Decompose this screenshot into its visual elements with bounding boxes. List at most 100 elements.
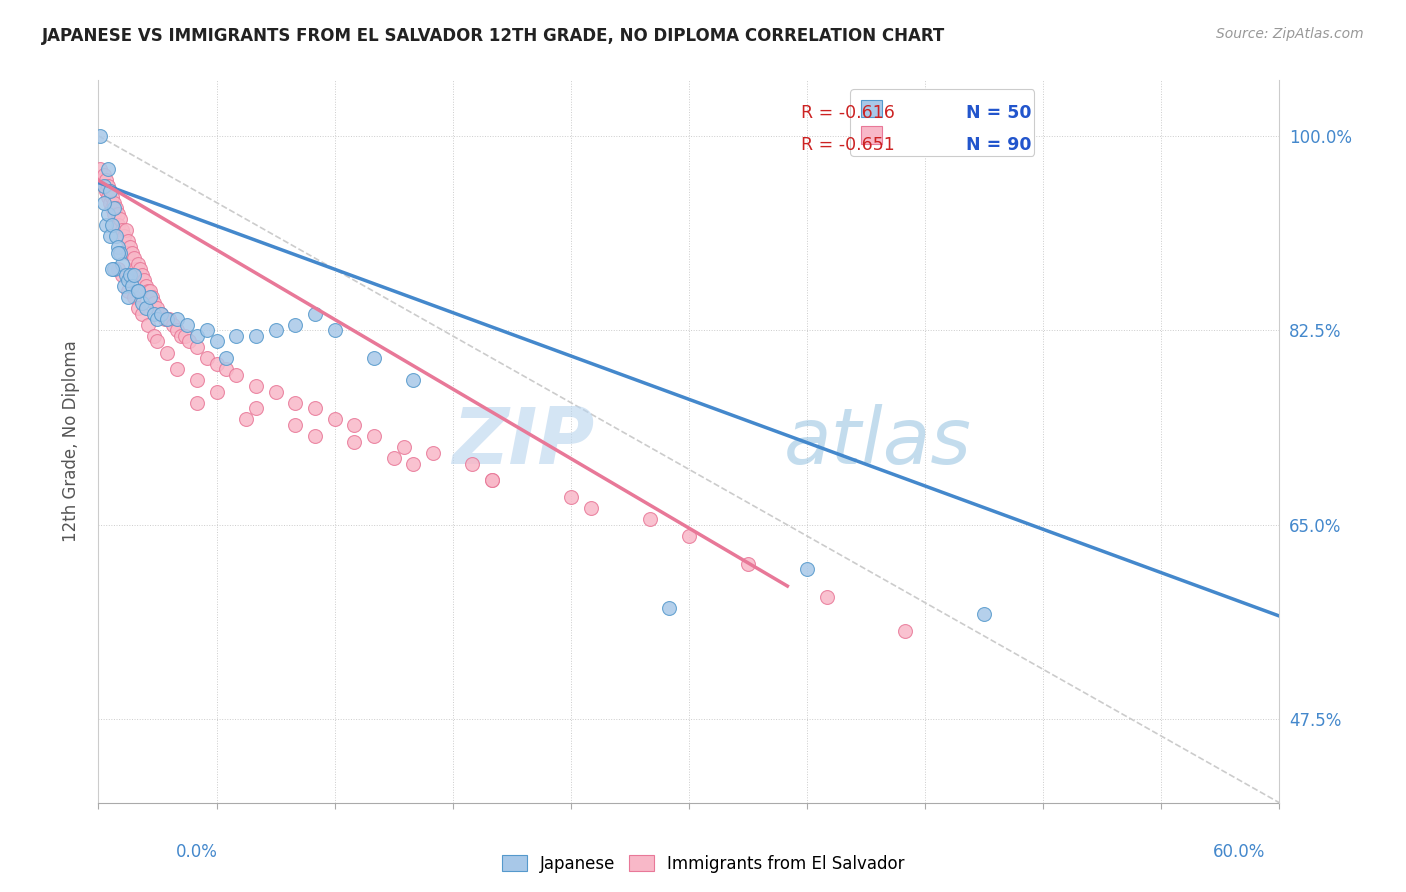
Point (146, 312, 169, 326)
Text: atlas: atlas (783, 403, 972, 480)
Point (115, 223, 138, 237)
Text: Source: ZipAtlas.com: Source: ZipAtlas.com (1216, 27, 1364, 41)
Point (97, 207, 120, 221)
Point (138, 290, 160, 304)
Point (422, 445, 444, 459)
Point (678, 529, 700, 543)
Point (117, 235, 139, 249)
Point (162, 318, 184, 332)
Point (186, 373, 208, 387)
Point (108, 212, 131, 227)
Point (225, 329, 247, 343)
Point (156, 312, 179, 326)
Point (98, 195, 121, 210)
Legend: Japanese, Immigrants from El Salvador: Japanese, Immigrants from El Salvador (495, 848, 911, 880)
Point (343, 434, 366, 449)
Point (117, 290, 139, 304)
Point (89, 162, 111, 177)
Point (579, 501, 602, 516)
Point (284, 395, 307, 409)
Point (205, 334, 228, 349)
Point (112, 228, 135, 243)
Point (111, 268, 134, 282)
Point (136, 318, 159, 332)
Point (146, 334, 169, 349)
Point (170, 329, 193, 343)
Point (195, 323, 218, 337)
Point (402, 373, 425, 387)
Point (127, 257, 149, 271)
Point (235, 412, 257, 426)
Point (93, 178, 115, 193)
Point (815, 590, 838, 604)
Point (96, 173, 118, 187)
Point (111, 257, 134, 271)
Point (97, 190, 120, 204)
Point (117, 285, 139, 299)
Point (125, 262, 148, 277)
Point (363, 351, 385, 366)
Point (481, 474, 503, 488)
Point (323, 323, 346, 337)
Point (245, 401, 267, 416)
Point (101, 190, 124, 204)
Point (89, 128, 111, 143)
Point (245, 329, 267, 343)
Point (127, 285, 149, 299)
Point (796, 562, 818, 576)
Point (205, 384, 228, 399)
Point (101, 218, 124, 232)
Point (186, 340, 208, 354)
Point (382, 451, 405, 466)
Point (176, 318, 198, 332)
Point (264, 323, 287, 337)
Point (146, 301, 169, 315)
Point (136, 285, 159, 299)
Point (107, 218, 129, 232)
Point (737, 557, 759, 571)
Point (101, 262, 124, 277)
Point (304, 401, 326, 416)
Point (155, 312, 177, 326)
Point (156, 345, 179, 359)
Point (103, 201, 125, 215)
Point (96, 185, 118, 199)
Point (107, 240, 129, 254)
Point (93, 178, 115, 193)
Point (658, 601, 681, 615)
Text: 0.0%: 0.0% (176, 843, 218, 861)
Point (560, 490, 582, 504)
Point (284, 417, 307, 432)
Point (142, 329, 165, 343)
Text: R = -0.651: R = -0.651 (801, 136, 894, 154)
Point (127, 285, 149, 299)
Legend:                       ,                       : , (851, 89, 1035, 156)
Point (115, 268, 138, 282)
Point (105, 201, 128, 215)
Point (150, 307, 173, 321)
Point (97, 162, 120, 177)
Point (112, 279, 135, 293)
Point (131, 295, 153, 310)
Text: R = -0.616: R = -0.616 (801, 103, 896, 122)
Point (142, 307, 165, 321)
Point (111, 223, 134, 237)
Point (174, 329, 197, 343)
Point (225, 368, 247, 382)
Point (166, 362, 188, 376)
Point (103, 262, 125, 277)
Point (132, 273, 155, 287)
Point (93, 195, 115, 210)
Point (101, 201, 124, 215)
Point (117, 273, 139, 287)
Point (98, 185, 121, 199)
Point (304, 429, 326, 443)
Point (98, 228, 121, 243)
Point (97, 178, 120, 193)
Point (195, 351, 218, 366)
Point (103, 207, 125, 221)
Point (363, 429, 385, 443)
Point (128, 262, 150, 277)
Point (105, 228, 128, 243)
Point (91, 173, 114, 187)
